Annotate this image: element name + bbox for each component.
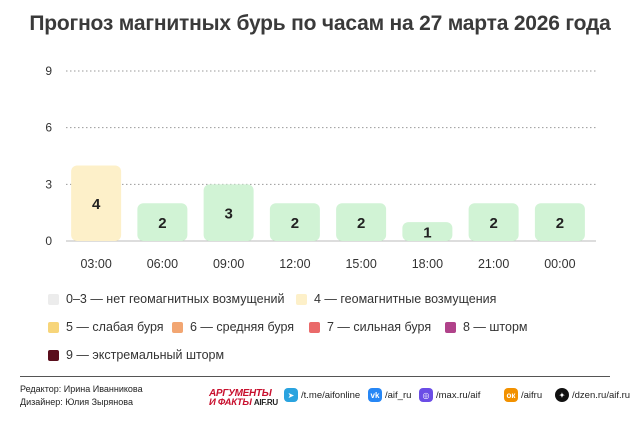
dzen-link-text: /dzen.ru/aif.ru <box>572 389 631 401</box>
bar <box>137 203 188 241</box>
max-link[interactable]: ◎ /max.ru/aif <box>419 388 480 402</box>
dzen-icon: ✦ <box>555 388 569 402</box>
vk-link-text: /aif_ru <box>385 389 412 401</box>
footer: Редактор: Ирина Иванникова Дизайнер: Юли… <box>20 376 630 417</box>
legend-label: 9 — экстремальный шторм <box>66 348 225 362</box>
y-tick-label: 0 <box>45 234 52 248</box>
legend-swatch <box>309 321 320 333</box>
y-tick-label: 9 <box>45 64 52 78</box>
logo-line-2: И ФАКТЫ AIF.RU <box>209 397 279 408</box>
legend-item-9: 9 — экстремальный шторм <box>48 348 224 362</box>
legend-item-0-3: 0–3 — нет геомагнитных возмущений <box>48 292 284 306</box>
legend-swatch <box>48 321 59 333</box>
legend-swatch <box>48 349 59 361</box>
bar <box>534 203 585 241</box>
legend-swatch <box>445 321 456 333</box>
legend-swatch <box>48 293 59 305</box>
x-tick-label: 15:00 <box>345 257 376 271</box>
y-tick-label: 6 <box>45 121 52 135</box>
legend-label: 6 — средняя буря <box>190 320 295 334</box>
bar <box>203 184 254 241</box>
bar-value-label: 2 <box>291 215 299 232</box>
x-tick-label: 21:00 <box>478 257 509 271</box>
legend-item-8: 8 — шторм <box>445 320 528 334</box>
designer-credit: Дизайнер: Юлия Зырянова <box>20 397 133 407</box>
x-tick-label: 09:00 <box>213 257 244 271</box>
bar-chart: 0 3 6 9 4 03:00 2 06:00 3 09:00 2 12:00 2 15:00 1 18:00… <box>45 64 596 271</box>
bar-value-label: 2 <box>158 215 166 232</box>
telegram-link[interactable]: ➤ /t.me/aifonline <box>284 388 360 402</box>
legend-label: 4 — геомагнитные возмущения <box>314 292 497 306</box>
telegram-icon: ➤ <box>284 388 298 402</box>
x-tick-label: 03:00 <box>80 257 111 271</box>
editor-credit: Редактор: Ирина Иванникова <box>20 384 143 394</box>
vk-link[interactable]: vk /aif_ru <box>368 388 411 402</box>
bar <box>71 165 122 241</box>
max-icon: ◎ <box>419 388 433 402</box>
bar-value-label: 3 <box>224 206 232 223</box>
bar <box>468 203 519 241</box>
y-tick-label: 3 <box>45 177 52 191</box>
bar-value-label: 2 <box>556 215 564 232</box>
legend-swatch <box>296 293 307 305</box>
legend-item-6: 6 — средняя буря <box>172 320 294 334</box>
max-link-text: /max.ru/aif <box>436 389 481 401</box>
vk-icon: vk <box>368 388 382 402</box>
legend-label: 8 — шторм <box>463 320 528 334</box>
legend-item-4: 4 — геомагнитные возмущения <box>296 292 496 306</box>
legend-label: 5 — слабая буря <box>66 320 164 334</box>
ok-link[interactable]: ок /aifru <box>504 388 542 402</box>
bar <box>269 203 320 241</box>
ok-link-text: /aifru <box>521 389 543 401</box>
bar-value-label: 4 <box>92 196 101 213</box>
telegram-link-text: /t.me/aifonline <box>301 389 361 401</box>
legend-item-7: 7 — сильная буря <box>309 320 431 334</box>
x-tick-label: 06:00 <box>147 257 178 271</box>
aif-logo: АРГУМЕНТЫ И ФАКТЫ AIF.RU <box>209 388 279 408</box>
ok-icon: ок <box>504 388 518 402</box>
dzen-link[interactable]: ✦ /dzen.ru/aif.ru <box>555 388 630 402</box>
x-tick-label: 18:00 <box>412 257 443 271</box>
logo-domain: AIF.RU <box>253 398 278 407</box>
legend-label: 0–3 — нет геомагнитных возмущений <box>66 292 285 306</box>
legend-item-5: 5 — слабая буря <box>48 320 164 334</box>
chart-title: Прогноз магнитных бурь по часам на 27 ма… <box>29 12 611 35</box>
credits: Редактор: Ирина Иванникова Дизайнер: Юли… <box>20 383 143 409</box>
bar-value-label: 1 <box>423 225 431 242</box>
bar <box>402 222 453 241</box>
bar-value-label: 2 <box>489 215 497 232</box>
x-tick-label: 12:00 <box>279 257 310 271</box>
legend-swatch <box>172 321 183 333</box>
logo-line-1: АРГУМЕНТЫ <box>209 388 272 399</box>
x-tick-label: 00:00 <box>544 257 575 271</box>
logo-line-2-text: И ФАКТЫ <box>209 397 252 408</box>
bar <box>336 203 387 241</box>
bar-value-label: 2 <box>357 215 365 232</box>
legend-label: 7 — сильная буря <box>327 320 432 334</box>
